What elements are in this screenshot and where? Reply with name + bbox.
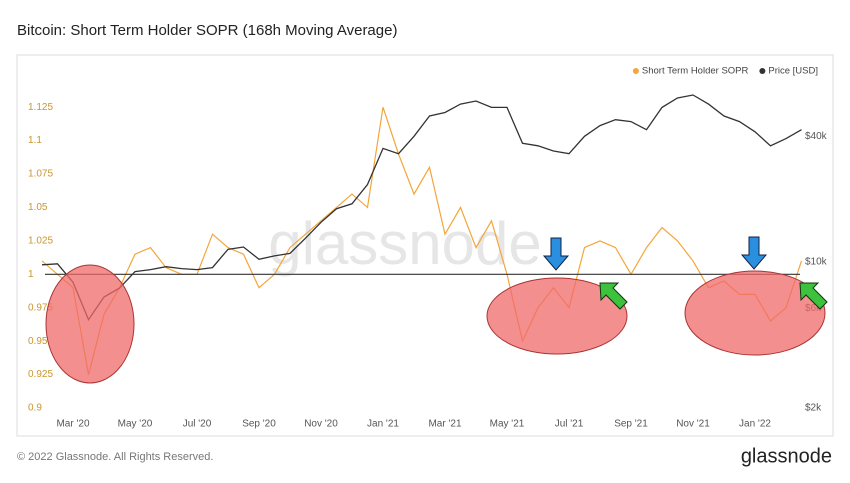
x-tick-label: Jan '22 xyxy=(739,419,771,430)
highlight-circle xyxy=(45,264,135,384)
x-tick-label: Jan '21 xyxy=(367,419,399,430)
y-tick-label: 0.975 xyxy=(28,302,53,313)
x-tick-label: Jul '20 xyxy=(183,419,212,430)
legend-label: Price [USD] xyxy=(768,66,818,77)
y-tick-label: 0.95 xyxy=(28,336,48,347)
y-tick-label: 0.925 xyxy=(28,369,53,380)
x-tick-label: May '21 xyxy=(490,419,525,430)
highlight-circle xyxy=(486,277,628,355)
highlight-circle xyxy=(684,270,826,356)
y-tick-label: 1.1 xyxy=(28,135,42,146)
x-tick-label: Sep '20 xyxy=(242,419,276,430)
chart-frame xyxy=(16,54,834,437)
legend-label: Short Term Holder SOPR xyxy=(642,66,749,77)
x-tick-label: Nov '21 xyxy=(676,419,710,430)
down-arrow xyxy=(542,237,570,271)
up-arrow xyxy=(799,282,828,310)
y2-tick-label: $2k xyxy=(805,403,822,414)
y-tick-label: 1.125 xyxy=(28,102,53,113)
up-arrow xyxy=(599,282,628,310)
annotations xyxy=(45,236,828,384)
footer: © 2022 Glassnode. All Rights Reserved. xyxy=(17,451,213,463)
x-tick-label: Sep '21 xyxy=(614,419,648,430)
legend-swatch xyxy=(632,68,639,74)
y-tick-label: 0.9 xyxy=(28,403,42,414)
legend: Price [USD] Short Term Holder SOPR xyxy=(632,66,818,77)
y2-tick-label: $10k xyxy=(805,257,828,268)
x-tick-label: Jul '21 xyxy=(555,419,584,430)
y-tick-label: 1.05 xyxy=(28,202,48,213)
brand-logo: glassnode xyxy=(741,445,832,467)
watermark: glassnode xyxy=(268,210,542,277)
chart-title: Bitcoin: Short Term Holder SOPR (168h Mo… xyxy=(17,22,397,39)
x-tick-label: Mar '20 xyxy=(56,419,89,430)
series-line xyxy=(41,94,802,321)
series-line xyxy=(41,107,803,375)
x-tick-label: Mar '21 xyxy=(428,419,461,430)
y-tick-label: 1.075 xyxy=(28,169,53,180)
y-tick-label: 1 xyxy=(28,269,34,280)
down-arrow xyxy=(740,236,768,270)
y2-tick-label: $40k xyxy=(805,131,828,142)
x-tick-label: Nov '20 xyxy=(304,419,338,430)
y-tick-label: 1.025 xyxy=(28,236,53,247)
legend-swatch xyxy=(759,68,766,74)
x-tick-label: May '20 xyxy=(118,419,153,430)
